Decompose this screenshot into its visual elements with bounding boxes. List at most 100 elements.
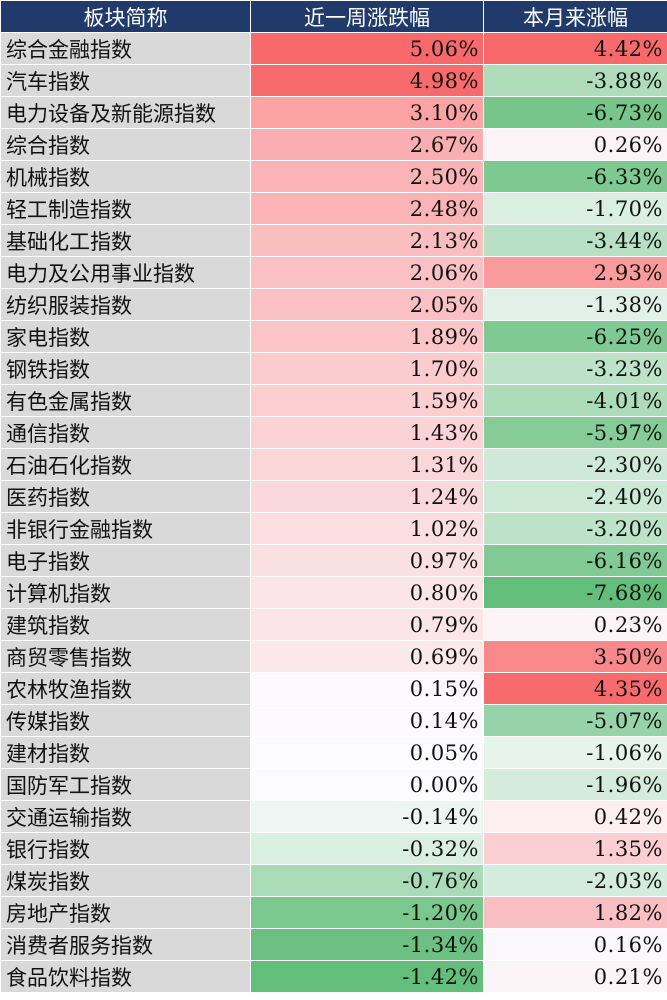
sector-name-cell: 国防军工指数	[0, 768, 251, 801]
table-row: 综合指数 2.67% 0.26%	[0, 128, 667, 161]
sector-name-cell: 消费者服务指数	[0, 928, 251, 961]
month-change-cell: -4.01%	[483, 384, 667, 417]
sector-name-cell: 石油石化指数	[0, 448, 251, 481]
table-row: 轻工制造指数 2.48% -1.70%	[0, 192, 667, 225]
month-change-cell: -2.03%	[483, 864, 667, 897]
table-row: 传媒指数 0.14% -5.07%	[0, 704, 667, 737]
sector-name-cell: 传媒指数	[0, 704, 251, 737]
week-change-cell: 3.10%	[250, 96, 484, 129]
sector-name-cell: 机械指数	[0, 160, 251, 193]
table-row: 汽车指数 4.98% -3.88%	[0, 64, 667, 97]
sector-name-cell: 家电指数	[0, 320, 251, 353]
month-change-cell: -5.97%	[483, 416, 667, 449]
month-change-cell: 2.93%	[483, 256, 667, 289]
month-change-cell: -2.30%	[483, 448, 667, 481]
month-change-cell: -6.25%	[483, 320, 667, 353]
table-row: 食品饮料指数 -1.42% 0.21%	[0, 960, 667, 993]
table-row: 建筑指数 0.79% 0.23%	[0, 608, 667, 641]
sector-name-cell: 钢铁指数	[0, 352, 251, 385]
week-change-cell: 0.79%	[250, 608, 484, 641]
table-row: 电子指数 0.97% -6.16%	[0, 544, 667, 577]
table-row: 建材指数 0.05% -1.06%	[0, 736, 667, 769]
week-change-cell: 1.59%	[250, 384, 484, 417]
month-change-cell: 3.50%	[483, 640, 667, 673]
week-change-cell: 2.50%	[250, 160, 484, 193]
sector-name-cell: 有色金属指数	[0, 384, 251, 417]
table-row: 商贸零售指数 0.69% 3.50%	[0, 640, 667, 673]
table-row: 医药指数 1.24% -2.40%	[0, 480, 667, 513]
table-row: 电力及公用事业指数 2.06% 2.93%	[0, 256, 667, 289]
week-change-cell: 0.00%	[250, 768, 484, 801]
week-change-cell: -0.32%	[250, 832, 484, 865]
sector-name-cell: 综合金融指数	[0, 32, 251, 65]
week-change-cell: 0.80%	[250, 576, 484, 609]
sector-name-cell: 煤炭指数	[0, 864, 251, 897]
sector-name-cell: 商贸零售指数	[0, 640, 251, 673]
sector-name-cell: 电力设备及新能源指数	[0, 96, 251, 129]
month-change-cell: 4.35%	[483, 672, 667, 705]
header-sector-name[interactable]: 板块简称	[0, 0, 251, 33]
month-change-cell: -5.07%	[483, 704, 667, 737]
month-change-cell: -3.23%	[483, 352, 667, 385]
month-change-cell: 0.23%	[483, 608, 667, 641]
table-row: 通信指数 1.43% -5.97%	[0, 416, 667, 449]
week-change-cell: 1.70%	[250, 352, 484, 385]
sector-name-cell: 建筑指数	[0, 608, 251, 641]
table-row: 房地产指数 -1.20% 1.82%	[0, 896, 667, 929]
table-row: 有色金属指数 1.59% -4.01%	[0, 384, 667, 417]
month-change-cell: 0.21%	[483, 960, 667, 993]
week-change-cell: -0.14%	[250, 800, 484, 833]
table-row: 电力设备及新能源指数 3.10% -6.73%	[0, 96, 667, 129]
sector-name-cell: 银行指数	[0, 832, 251, 865]
week-change-cell: -1.34%	[250, 928, 484, 961]
header-row: 板块简称 近一周涨跌幅 本月来涨幅	[0, 0, 667, 33]
month-change-cell: -1.06%	[483, 736, 667, 769]
header-month-change[interactable]: 本月来涨幅	[483, 0, 667, 33]
week-change-cell: 1.24%	[250, 480, 484, 513]
sector-name-cell: 房地产指数	[0, 896, 251, 929]
table-body: 综合金融指数 5.06% 4.42% 汽车指数 4.98% -3.88% 电力设备及新能源指…	[0, 32, 667, 993]
month-change-cell: 0.26%	[483, 128, 667, 161]
month-change-cell: -7.68%	[483, 576, 667, 609]
week-change-cell: 0.97%	[250, 544, 484, 577]
sector-name-cell: 计算机指数	[0, 576, 251, 609]
week-change-cell: 0.05%	[250, 736, 484, 769]
table-row: 煤炭指数 -0.76% -2.03%	[0, 864, 667, 897]
month-change-cell: -2.40%	[483, 480, 667, 513]
header-week-change[interactable]: 近一周涨跌幅	[250, 0, 484, 33]
month-change-cell: 1.35%	[483, 832, 667, 865]
sector-name-cell: 电子指数	[0, 544, 251, 577]
table-row: 计算机指数 0.80% -7.68%	[0, 576, 667, 609]
sector-name-cell: 医药指数	[0, 480, 251, 513]
month-change-cell: 4.42%	[483, 32, 667, 65]
table-row: 银行指数 -0.32% 1.35%	[0, 832, 667, 865]
week-change-cell: 2.48%	[250, 192, 484, 225]
month-change-cell: -1.38%	[483, 288, 667, 321]
month-change-cell: 1.82%	[483, 896, 667, 929]
week-change-cell: 1.02%	[250, 512, 484, 545]
table-row: 家电指数 1.89% -6.25%	[0, 320, 667, 353]
week-change-cell: 1.43%	[250, 416, 484, 449]
week-change-cell: -1.42%	[250, 960, 484, 993]
month-change-cell: -3.20%	[483, 512, 667, 545]
table-row: 钢铁指数 1.70% -3.23%	[0, 352, 667, 385]
week-change-cell: -1.20%	[250, 896, 484, 929]
sector-name-cell: 农林牧渔指数	[0, 672, 251, 705]
week-change-cell: 2.06%	[250, 256, 484, 289]
table-row: 石油石化指数 1.31% -2.30%	[0, 448, 667, 481]
week-change-cell: 2.67%	[250, 128, 484, 161]
week-change-cell: 5.06%	[250, 32, 484, 65]
table-row: 非银行金融指数 1.02% -3.20%	[0, 512, 667, 545]
table-row: 机械指数 2.50% -6.33%	[0, 160, 667, 193]
week-change-cell: 0.14%	[250, 704, 484, 737]
sector-name-cell: 汽车指数	[0, 64, 251, 97]
week-change-cell: 0.15%	[250, 672, 484, 705]
month-change-cell: -6.73%	[483, 96, 667, 129]
sector-name-cell: 电力及公用事业指数	[0, 256, 251, 289]
table-row: 消费者服务指数 -1.34% 0.16%	[0, 928, 667, 961]
month-change-cell: -1.96%	[483, 768, 667, 801]
sector-name-cell: 基础化工指数	[0, 224, 251, 257]
week-change-cell: 0.69%	[250, 640, 484, 673]
table-row: 交通运输指数 -0.14% 0.42%	[0, 800, 667, 833]
